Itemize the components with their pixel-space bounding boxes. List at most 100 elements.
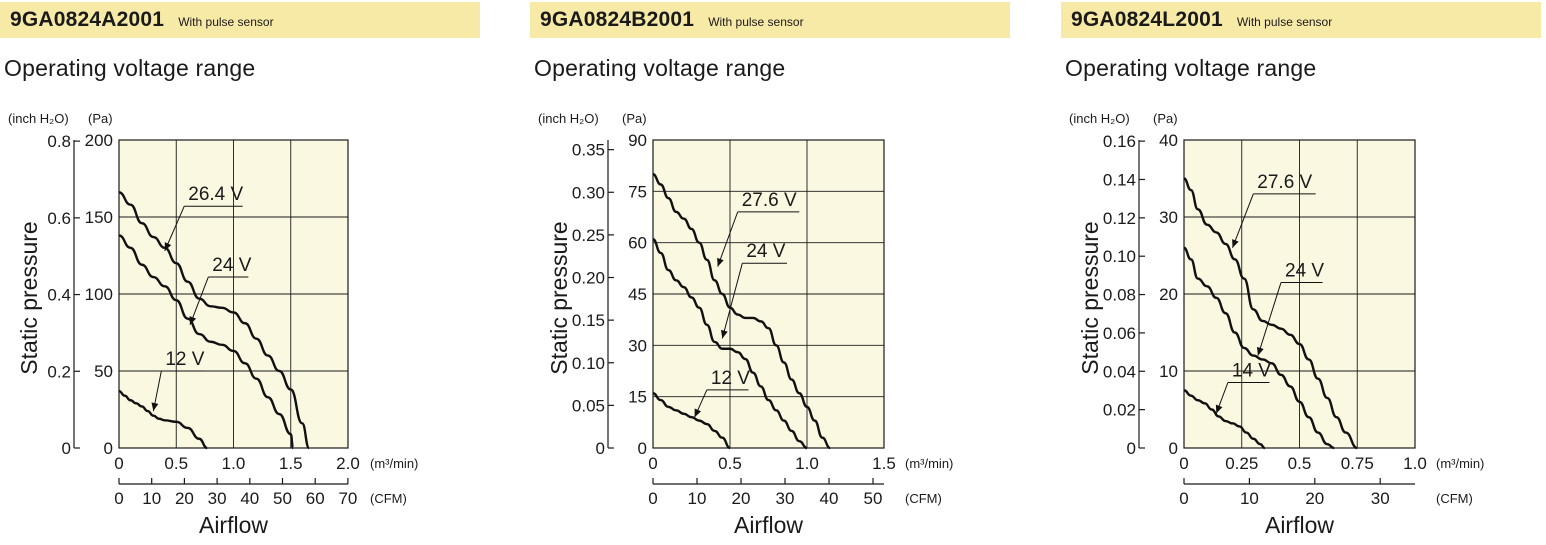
ytick-pa-label: 100: [85, 285, 113, 304]
series-curve-276V: [1183, 177, 1358, 450]
series-curve-24V: [118, 234, 295, 450]
ytick-inch-label: 0.12: [1103, 209, 1136, 228]
pq-chart-3: 0 10 20 30 40 0 0.02 0.04 0.06 0.08 0.10 0.12 0.14 0.…: [1069, 111, 1484, 538]
m3-unit-label: (m³/min): [905, 456, 953, 471]
series-label: 14 V: [1232, 361, 1271, 382]
xtick-cfm-label: 10: [688, 489, 707, 508]
m3-unit-label: (m³/min): [370, 456, 418, 471]
xtick-m3-label: 0: [1179, 454, 1188, 473]
model-note: With pulse sensor: [708, 15, 804, 29]
series-curve-264V: [118, 191, 311, 450]
ytick-inch-label: 0.10: [572, 354, 605, 373]
xtick-cfm-label: 0: [114, 489, 123, 508]
ytick-inch-label: 0.05: [572, 396, 605, 415]
label-arrowhead: [1256, 346, 1264, 356]
xtick-cfm-label: 20: [732, 489, 751, 508]
inch-unit-label: (inch H₂O): [538, 111, 599, 126]
xtick-m3-label: 0: [648, 454, 657, 473]
x-axis-title: Airflow: [199, 512, 268, 538]
chart-title: Operating voltage range: [534, 55, 786, 81]
m3-unit-label: (m³/min): [1436, 456, 1484, 471]
xtick-m3-label: 1.0: [1403, 454, 1427, 473]
cfm-unit-label: (CFM): [1436, 491, 1473, 506]
xtick-cfm-label: 30: [1371, 489, 1390, 508]
chart-panel-1: 9GA0824A2001 With pulse sensor Operating…: [0, 0, 512, 545]
xtick-cfm-label: 70: [338, 489, 357, 508]
xtick-cfm-label: 30: [776, 489, 795, 508]
ytick-pa-label: 15: [628, 388, 647, 407]
ytick-pa-label: 150: [85, 208, 113, 227]
ytick-inch-label: 0: [1127, 439, 1136, 458]
ytick-pa-label: 30: [628, 336, 647, 355]
ytick-inch-label: 0.25: [572, 226, 605, 245]
ytick-pa-label: 90: [628, 131, 647, 150]
label-arrowhead: [164, 242, 172, 251]
xtick-cfm-label: 20: [1305, 489, 1324, 508]
pa-unit-label: (Pa): [88, 111, 113, 126]
label-leader: [1232, 193, 1254, 248]
label-leader: [717, 211, 739, 267]
cfm-unit-label: (CFM): [905, 491, 942, 506]
series-label: 24 V: [1285, 260, 1324, 281]
xtick-cfm-label: 60: [306, 489, 325, 508]
label-arrowhead: [1215, 404, 1223, 414]
label-leader: [1257, 282, 1282, 356]
pq-chart-2: 0 15 30 45 60 75 90 0 0.05 0.10 0.15 0.20 0.25 0.30 0.…: [538, 111, 953, 538]
cfm-unit-label: (CFM): [370, 491, 407, 506]
series-curve-24V: [1183, 246, 1335, 450]
ytick-pa-label: 40: [1159, 131, 1178, 150]
ytick-inch-label: 0.04: [1103, 362, 1136, 381]
model-header: 9GA0824L2001 With pulse sensor: [1061, 2, 1541, 38]
series-curve-276V: [652, 173, 831, 450]
xtick-m3-label: 0.5: [1288, 454, 1312, 473]
xtick-m3-label: 0.75: [1341, 454, 1374, 473]
xtick-m3-label: 1.5: [872, 454, 896, 473]
ytick-inch-label: 0.8: [47, 132, 71, 151]
ytick-inch-label: 0.4: [47, 286, 71, 305]
ytick-inch-label: 0.06: [1103, 324, 1136, 343]
label-arrowhead: [1232, 239, 1239, 248]
ytick-pa-label: 0: [638, 439, 647, 458]
x-axis-title: Airflow: [1265, 512, 1334, 538]
model-header: 9GA0824A2001 With pulse sensor: [0, 2, 480, 38]
ytick-inch-label: 0.30: [572, 183, 605, 202]
model-note: With pulse sensor: [178, 15, 274, 29]
ytick-pa-label: 75: [628, 182, 647, 201]
chart-title: Operating voltage range: [1065, 55, 1317, 81]
chart-panel-2: 9GA0824B2001 With pulse sensor Operating…: [530, 0, 1042, 545]
label-arrowhead: [189, 316, 197, 325]
series-label: 24 V: [212, 255, 251, 276]
series-label: 24 V: [746, 241, 785, 262]
xtick-cfm-label: 0: [1179, 489, 1188, 508]
ytick-pa-label: 0: [1169, 439, 1178, 458]
label-arrowhead: [694, 408, 702, 418]
xtick-m3-label: 2.0: [336, 454, 360, 473]
ytick-pa-label: 30: [1159, 208, 1178, 227]
ytick-inch-label: 0.10: [1103, 247, 1136, 266]
label-leader: [721, 263, 743, 339]
model-name: 9GA0824L2001: [1071, 8, 1223, 31]
ytick-pa-label: 10: [1159, 362, 1178, 381]
xtick-cfm-label: 50: [273, 489, 292, 508]
ytick-inch-label: 0: [596, 439, 605, 458]
model-name: 9GA0824A2001: [10, 8, 165, 31]
xtick-m3-label: 0: [114, 454, 123, 473]
ytick-inch-label: 0.14: [1103, 170, 1136, 189]
series-curve-24V: [652, 238, 808, 450]
series-curve-14V: [1183, 389, 1266, 450]
series-curve-12V: [652, 392, 731, 450]
model-header: 9GA0824B2001 With pulse sensor: [530, 2, 1010, 38]
ytick-pa-label: 50: [94, 362, 113, 381]
ytick-inch-label: 0.02: [1103, 401, 1136, 420]
ytick-inch-label: 0.35: [572, 141, 605, 160]
ytick-inch-label: 0.20: [572, 269, 605, 288]
ytick-inch-label: 0.08: [1103, 286, 1136, 305]
ytick-inch-label: 0.16: [1103, 132, 1136, 151]
series-curve-12V: [118, 389, 208, 450]
pa-unit-label: (Pa): [1153, 111, 1178, 126]
label-arrowhead: [720, 329, 728, 339]
chart-title: Operating voltage range: [4, 55, 256, 81]
ytick-inch-label: 0: [62, 439, 71, 458]
ytick-pa-label: 200: [85, 131, 113, 150]
